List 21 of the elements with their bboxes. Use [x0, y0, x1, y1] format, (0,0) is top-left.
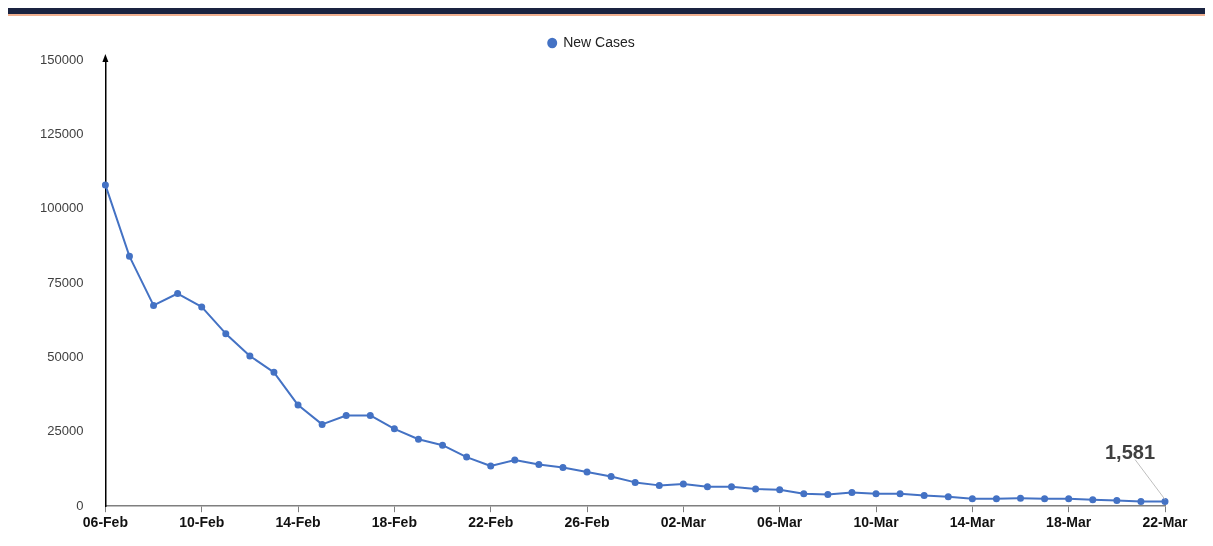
y-tick-label: 125000 — [39, 125, 84, 141]
x-tick-label: 14-Feb — [275, 514, 321, 531]
y-tick-label: 25000 — [47, 423, 84, 439]
y-tick-label: 75000 — [47, 274, 84, 290]
annotation: 1,581 — [1104, 441, 1156, 464]
x-tick-label: 02-Mar — [660, 514, 707, 531]
x-tick-label: 22-Mar — [1142, 514, 1189, 531]
x-tick-label: 06-Mar — [757, 514, 803, 531]
x-tick-label: 18-Feb — [371, 514, 417, 531]
x-tick-label: 26-Feb — [564, 514, 610, 531]
x-tick-label: 06-Feb — [82, 514, 128, 531]
x-tick-label: 18-Mar — [1046, 514, 1092, 531]
x-tick-label: 22-Feb — [468, 514, 514, 531]
y-tick-label: 50000 — [47, 349, 84, 365]
y-tick-label: 150000 — [39, 51, 84, 67]
legend-label: New Cases — [563, 33, 635, 50]
x-tick-label: 10-Feb — [179, 514, 225, 531]
y-tick-label: 0 — [76, 497, 84, 513]
x-tick-label: 14-Mar — [949, 514, 996, 531]
y-tick-label: 100000 — [39, 200, 84, 216]
x-tick-label: 10-Mar — [853, 514, 900, 531]
